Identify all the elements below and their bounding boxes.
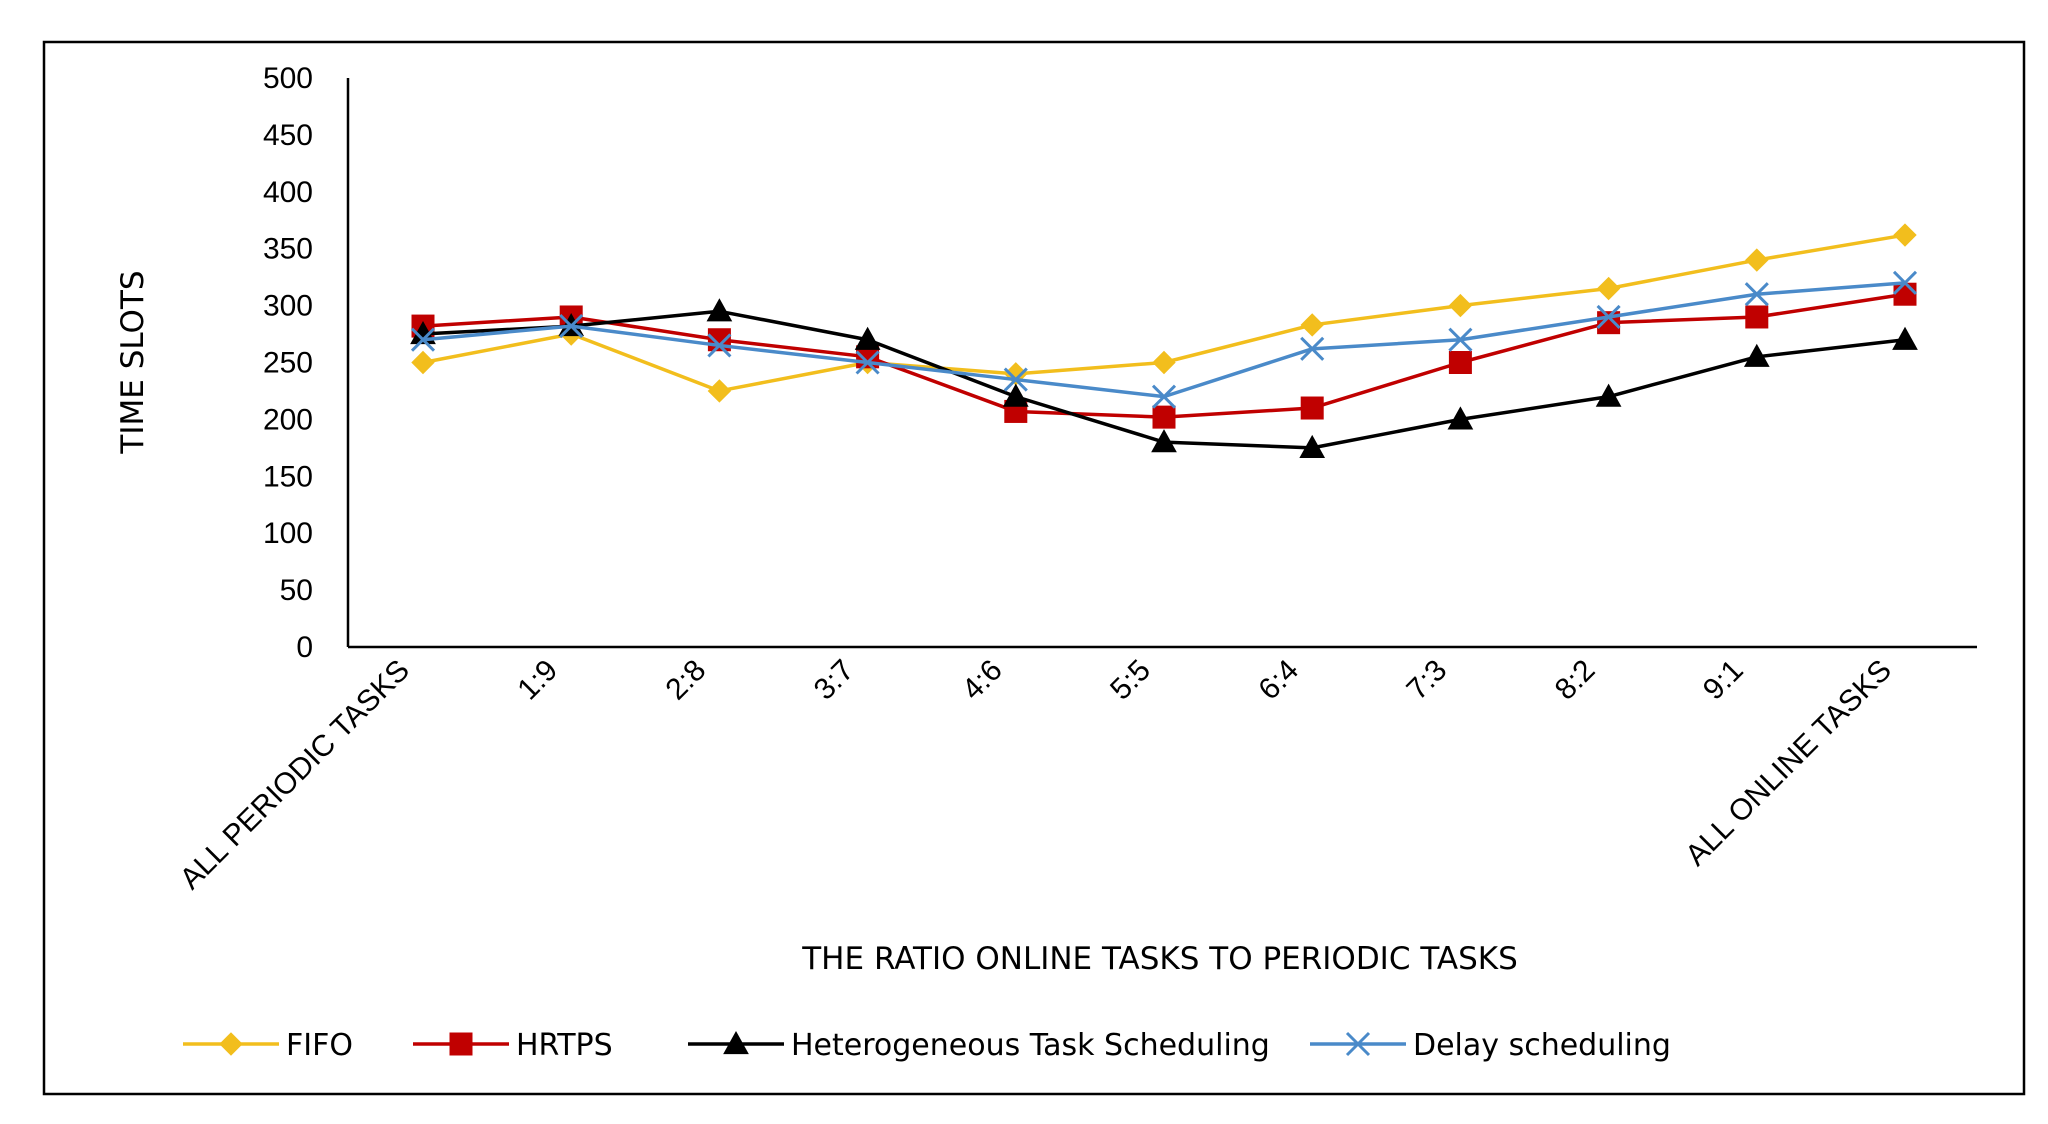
legend-label: Heterogeneous Task Scheduling — [791, 1028, 1270, 1063]
data-point-delay-scheduling — [855, 350, 880, 375]
y-tick-label: 0 — [296, 631, 313, 664]
x-axis-title: THE RATIO ONLINE TASKS TO PERIODIC TASKS — [801, 941, 1518, 977]
data-point-fifo — [1152, 350, 1176, 375]
legend-marker — [449, 1032, 473, 1056]
data-point-heterogeneous-task-scheduling — [1595, 383, 1622, 407]
y-tick-label: 500 — [263, 62, 313, 95]
data-point-delay-scheduling — [1892, 270, 1918, 295]
data-point-hrtps — [1893, 282, 1917, 306]
legend-marker — [219, 1032, 243, 1056]
data-point-hrtps — [1152, 405, 1176, 429]
data-point-delay-scheduling — [1448, 327, 1473, 352]
data-point-heterogeneous-task-scheduling — [1743, 343, 1770, 367]
series-lines — [410, 223, 1918, 458]
y-tick-label: 400 — [263, 176, 313, 209]
data-point-heterogeneous-task-scheduling — [1002, 383, 1029, 407]
data-point-hrtps — [1300, 396, 1324, 420]
y-tick-label: 50 — [280, 574, 313, 607]
y-tick-label: 300 — [263, 290, 313, 323]
data-point-delay-scheduling — [1596, 304, 1621, 330]
legend-label: Delay scheduling — [1413, 1028, 1671, 1063]
data-point-hrtps — [1448, 351, 1472, 374]
legend-item-heterogeneous-task-scheduling: Heterogeneous Task Scheduling — [688, 1028, 1270, 1063]
legend-label: HRTPS — [516, 1028, 613, 1063]
data-point-fifo — [1596, 276, 1621, 301]
y-axis-title: TIME SLOTS — [115, 270, 151, 454]
y-tick-label: 250 — [263, 347, 313, 380]
legend-item-fifo: FIFO — [183, 1028, 353, 1063]
data-point-delay-scheduling — [1151, 384, 1177, 409]
y-tick-label: 150 — [263, 460, 313, 493]
data-point-fifo — [1745, 248, 1769, 272]
data-point-heterogeneous-task-scheduling — [1299, 434, 1326, 458]
data-point-delay-scheduling — [1744, 282, 1769, 307]
data-point-heterogeneous-task-scheduling — [1892, 326, 1918, 350]
y-tick-label: 450 — [263, 119, 313, 152]
data-point-fifo — [1448, 293, 1473, 318]
data-point-heterogeneous-task-scheduling — [854, 326, 881, 350]
legend-item-delay-scheduling: Delay scheduling — [1310, 1028, 1671, 1063]
legend-label: FIFO — [286, 1028, 353, 1063]
data-point-heterogeneous-task-scheduling — [1447, 406, 1474, 430]
legend-item-hrtps: HRTPS — [413, 1028, 613, 1063]
data-point-heterogeneous-task-scheduling — [1151, 429, 1177, 453]
data-point-hrtps — [1745, 305, 1769, 329]
legend-marker — [723, 1030, 749, 1055]
data-point-delay-scheduling — [410, 327, 436, 352]
y-tick-label: 200 — [263, 403, 313, 436]
y-tick-labels: 0 50 100 150 200 250 300 350 400 450 500 — [263, 62, 313, 664]
legend: FIFO HRTPS Heterogeneous Task Scheduling De… — [183, 1028, 1671, 1063]
chart-frame — [42, 40, 2026, 1096]
data-point-heterogeneous-task-scheduling — [706, 298, 733, 322]
data-point-delay-scheduling — [1300, 336, 1325, 361]
data-point-delay-scheduling — [1003, 367, 1028, 392]
y-tick-label: 350 — [263, 233, 313, 266]
data-point-delay-scheduling — [707, 333, 732, 358]
data-point-fifo — [411, 350, 435, 375]
data-point-fifo — [1893, 223, 1917, 247]
data-point-fifo — [707, 379, 732, 403]
legend-marker — [1345, 1031, 1371, 1057]
data-point-delay-scheduling — [559, 314, 584, 339]
y-tick-label: 100 — [263, 517, 313, 550]
data-point-fifo — [1300, 313, 1324, 337]
series-delay-scheduling — [410, 270, 1918, 409]
